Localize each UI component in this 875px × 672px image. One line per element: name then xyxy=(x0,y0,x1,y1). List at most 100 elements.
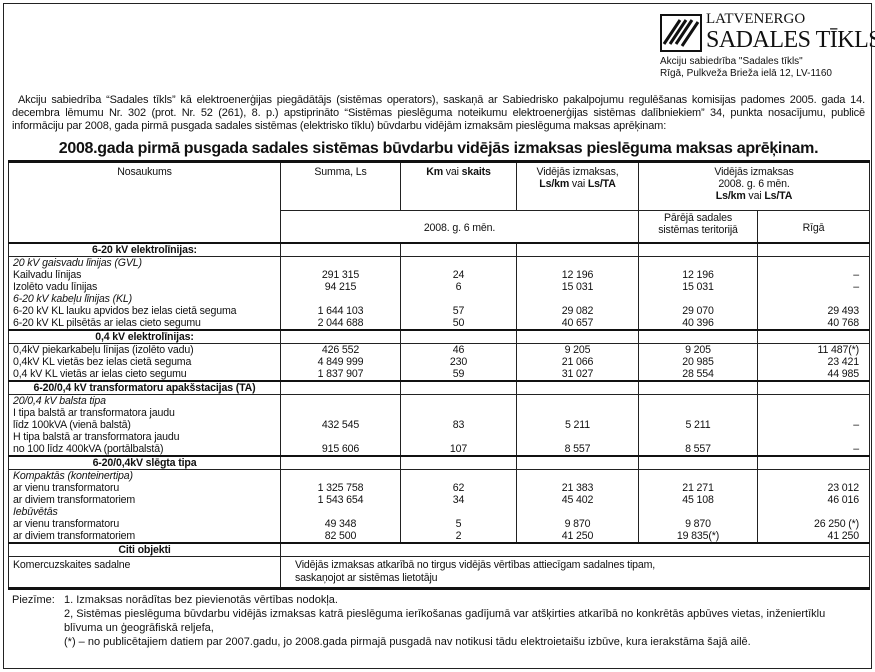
riga-cell xyxy=(757,469,870,482)
notes-label: Piezīme: xyxy=(12,594,55,606)
avg-cell xyxy=(516,506,639,518)
other-territory-cell xyxy=(638,329,758,344)
riga-cell xyxy=(757,455,870,470)
sum-cell xyxy=(280,431,401,443)
table-row: 6-20 kV kabeļu līnijas (KL) xyxy=(8,293,870,305)
avg-cell xyxy=(516,242,639,257)
count-cell: 62 xyxy=(400,482,517,494)
row-name: 0,4 kV KL vietās ar ielas cieto segumu xyxy=(8,368,281,381)
avg-cell: 29 082 xyxy=(516,305,639,317)
avg-cell xyxy=(516,380,639,395)
count-cell: 2 xyxy=(400,530,517,544)
other-territory-cell: 40 396 xyxy=(638,317,758,330)
count-cell: 107 xyxy=(400,443,517,456)
sum-cell: 915 606 xyxy=(280,443,401,456)
other-territory-cell: 8 557 xyxy=(638,443,758,456)
section-other-objects: Citi objekti xyxy=(8,542,281,557)
count-cell: 34 xyxy=(400,494,517,506)
sum-cell: 432 545 xyxy=(280,419,401,431)
table-row: 0,4kV piekarkabeļu līnijas (izolēto vadu… xyxy=(8,343,870,356)
table-row: ar vienu transformatoru 1 325 758 62 21 383… xyxy=(8,482,870,494)
row-name: Kompaktās (konteinertipa) xyxy=(8,469,281,482)
avg-cell: 40 657 xyxy=(516,317,639,330)
sum-cell: 1 644 103 xyxy=(280,305,401,317)
section-row: 6-20/0,4 kV transformatoru apakšstacijas… xyxy=(8,380,870,395)
avg-cell xyxy=(516,394,639,407)
riga-cell: – xyxy=(757,443,870,456)
header-sum: Summa, Ls xyxy=(280,160,401,211)
row-commercial-name: Komercuzskaites sadalne xyxy=(8,556,281,590)
row-name: H tipa balstā ar transformatora jaudu xyxy=(8,431,281,443)
riga-cell xyxy=(757,431,870,443)
table-row: Kompaktās (konteinertipa) xyxy=(8,469,870,482)
table-row: 6-20 kV KL lauku apvidos bez ielas cietā… xyxy=(8,305,870,317)
cost-table: Nosaukums Summa, Ls Km vai skaits Vidējā… xyxy=(8,160,870,590)
table-row: 20 kV gaisvadu līnijas (GVL) xyxy=(8,256,870,269)
count-cell: 24 xyxy=(400,269,517,281)
count-cell: 59 xyxy=(400,368,517,381)
riga-cell: – xyxy=(757,269,870,281)
riga-cell: 29 493 xyxy=(757,305,870,317)
other-territory-cell xyxy=(638,256,758,269)
riga-cell xyxy=(757,506,870,518)
row-name: ar diviem transformatoriem xyxy=(8,494,281,506)
count-cell xyxy=(400,506,517,518)
count-cell: 230 xyxy=(400,356,517,368)
count-cell xyxy=(400,394,517,407)
section-row: 6-20/0,4kV slēgta tipa xyxy=(8,455,870,470)
count-cell: 46 xyxy=(400,343,517,356)
row-name: 20 kV gaisvadu līnijas (GVL) xyxy=(8,256,281,269)
sum-cell: 1 543 654 xyxy=(280,494,401,506)
other-territory-cell: 15 031 xyxy=(638,281,758,293)
avg-cell: 12 196 xyxy=(516,269,639,281)
table-row: Izolēto vadu līnijas 94 215 6 15 031 15 031– xyxy=(8,281,870,293)
other-territory-cell: 21 271 xyxy=(638,482,758,494)
document-body: Akciju sabiedrība “Sadales tīkls” kā ele… xyxy=(8,94,870,653)
count-cell xyxy=(400,380,517,395)
table-row: ar diviem transformatoriem 82 500 2 41 250 1… xyxy=(8,530,870,544)
riga-cell xyxy=(757,329,870,344)
count-cell: 50 xyxy=(400,317,517,330)
row-commercial-text: Vidējās izmaksas atkarībā no tirgus vidē… xyxy=(280,556,870,590)
sum-cell: 82 500 xyxy=(280,530,401,544)
other-territory-cell: 19 835(*) xyxy=(638,530,758,544)
other-territory-cell: 9 205 xyxy=(638,343,758,356)
avg-cell: 31 027 xyxy=(516,368,639,381)
company-address: Akciju sabiedrība "Sadales tīkls" Rīgā, … xyxy=(660,56,832,80)
count-cell: 57 xyxy=(400,305,517,317)
count-cell xyxy=(400,242,517,257)
empty-cell xyxy=(280,542,870,557)
row-name: Kailvadu līnijas xyxy=(8,269,281,281)
header-km: Km vai skaits xyxy=(400,160,517,211)
header-riga: Rīgā xyxy=(757,210,870,244)
sum-cell: 94 215 xyxy=(280,281,401,293)
table-row: līdz 100kVA (vienā balstā) 432 545 83 5 211… xyxy=(8,419,870,431)
avg-cell: 21 383 xyxy=(516,482,639,494)
header-period: 2008. g. 6 mēn. xyxy=(280,210,639,244)
table-row: 0,4 kV KL vietās ar ielas cieto segumu 1 … xyxy=(8,368,870,381)
table-row: Iebūvētās xyxy=(8,506,870,518)
other-territory-cell: 9 870 xyxy=(638,518,758,530)
row-name: 6-20/0,4 kV transformatoru apakšstacijas… xyxy=(8,380,281,395)
count-cell xyxy=(400,293,517,305)
notes: Piezīme: 1. Izmaksas norādītas bez pievi… xyxy=(12,593,865,649)
sum-cell: 49 348 xyxy=(280,518,401,530)
row-name: 20/0,4 kV balsta tipa xyxy=(8,394,281,407)
count-cell xyxy=(400,431,517,443)
count-cell xyxy=(400,256,517,269)
row-name: no 100 līdz 400kVA (portālbalstā) xyxy=(8,443,281,456)
sum-cell xyxy=(280,380,401,395)
riga-cell: 41 250 xyxy=(757,530,870,544)
company-name: Akciju sabiedrība "Sadales tīkls" xyxy=(660,56,803,67)
riga-cell xyxy=(757,256,870,269)
riga-cell: – xyxy=(757,419,870,431)
sum-cell xyxy=(280,407,401,419)
sum-cell xyxy=(280,469,401,482)
avg-cell xyxy=(516,407,639,419)
avg-cell: 9 870 xyxy=(516,518,639,530)
riga-cell: 26 250 (*) xyxy=(757,518,870,530)
other-territory-cell xyxy=(638,394,758,407)
other-territory-cell xyxy=(638,242,758,257)
avg-cell xyxy=(516,293,639,305)
riga-cell: 46 016 xyxy=(757,494,870,506)
